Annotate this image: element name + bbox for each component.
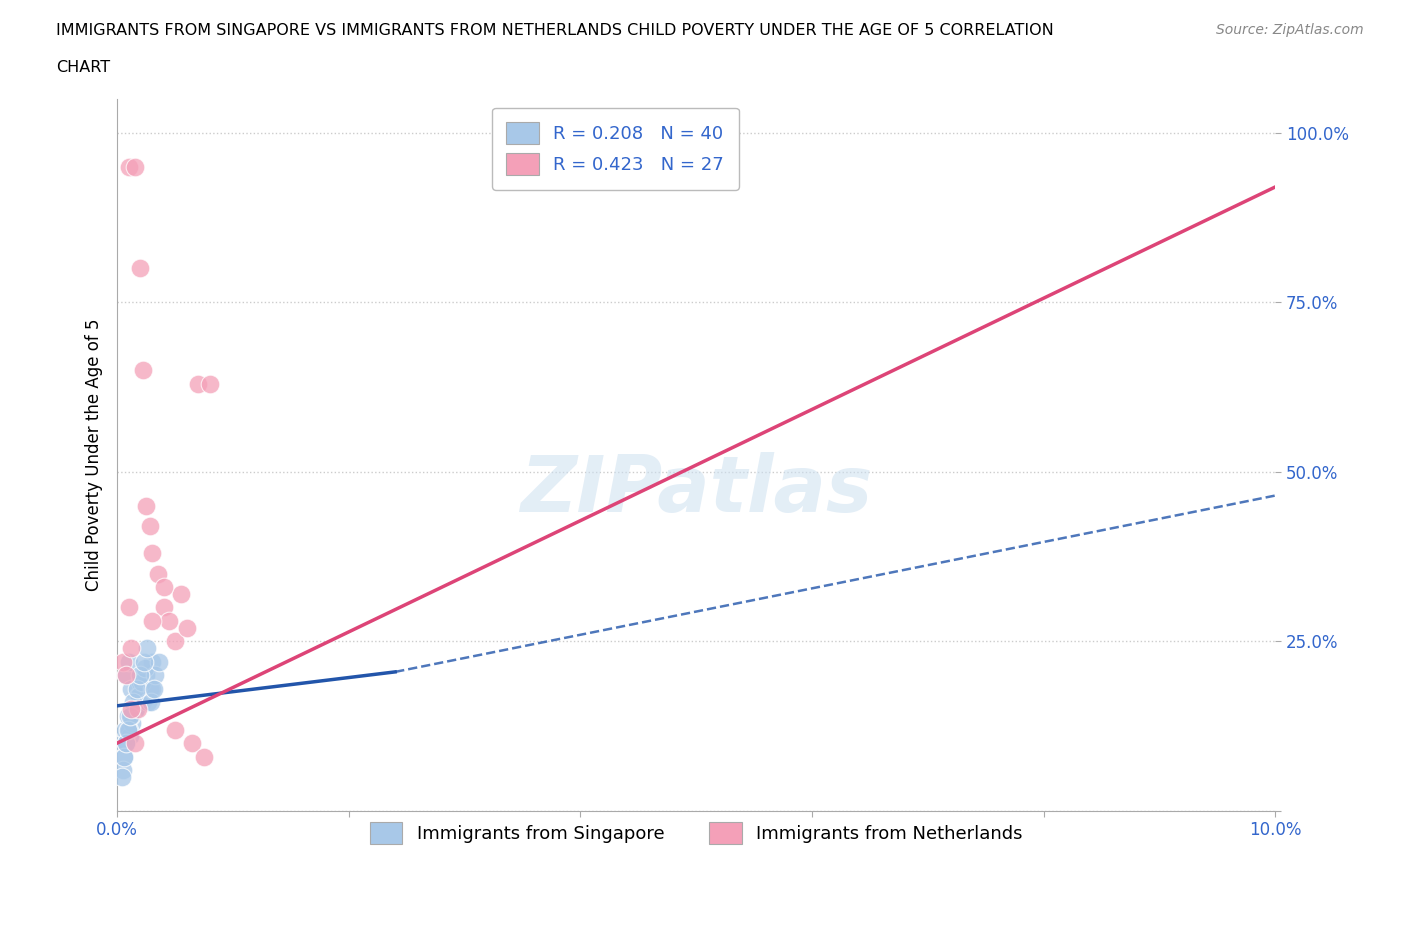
Point [129, 674, 152, 689]
Point [118, 709, 141, 724]
Point [120, 702, 142, 717]
Point [112, 750, 135, 764]
Point [170, 587, 193, 602]
Point [128, 688, 150, 703]
Point [138, 695, 160, 710]
Point [146, 566, 169, 581]
Legend: Immigrants from Singapore, Immigrants from Netherlands: Immigrants from Singapore, Immigrants fr… [356, 808, 1038, 859]
Point [127, 702, 149, 717]
Point [118, 600, 141, 615]
Text: Source: ZipAtlas.com: Source: ZipAtlas.com [1216, 23, 1364, 37]
Point [114, 722, 136, 737]
Point [131, 674, 153, 689]
Text: IMMIGRANTS FROM SINGAPORE VS IMMIGRANTS FROM NETHERLANDS CHILD POVERTY UNDER THE: IMMIGRANTS FROM SINGAPORE VS IMMIGRANTS … [56, 23, 1054, 38]
Point [131, 363, 153, 378]
Point [129, 260, 152, 275]
Point [118, 655, 141, 670]
Point [122, 695, 145, 710]
Point [136, 641, 159, 656]
Point [135, 498, 157, 513]
Point [115, 668, 138, 683]
Point [115, 736, 138, 751]
Point [157, 614, 180, 629]
Point [118, 159, 141, 174]
Point [118, 722, 141, 737]
Point [148, 655, 170, 670]
Point [152, 579, 174, 594]
Point [120, 682, 142, 697]
Point [111, 655, 134, 670]
Point [120, 641, 142, 656]
Point [125, 702, 148, 717]
Point [131, 695, 153, 710]
Point [152, 600, 174, 615]
Point [135, 668, 157, 683]
Text: CHART: CHART [56, 60, 110, 75]
Point [118, 729, 141, 744]
Point [141, 614, 163, 629]
Point [176, 620, 198, 635]
Point [139, 695, 162, 710]
Point [181, 736, 204, 751]
Point [112, 750, 135, 764]
Text: ZIPatlas: ZIPatlas [520, 452, 872, 528]
Point [111, 736, 134, 751]
Point [187, 376, 209, 391]
Point [115, 668, 138, 683]
Point [138, 519, 160, 534]
Point [111, 770, 134, 785]
Point [120, 709, 142, 724]
Point [132, 655, 155, 670]
Point [145, 668, 167, 683]
Point [141, 655, 163, 670]
Point [198, 376, 221, 391]
Point [121, 715, 143, 730]
Point [138, 682, 160, 697]
Point [124, 736, 146, 751]
Point [127, 688, 149, 703]
Point [143, 682, 166, 697]
Point [117, 709, 139, 724]
Point [193, 750, 215, 764]
Y-axis label: Child Poverty Under the Age of 5: Child Poverty Under the Age of 5 [86, 319, 103, 591]
Point [141, 682, 163, 697]
Point [141, 546, 163, 561]
Point [165, 634, 187, 649]
Point [124, 159, 146, 174]
Point [124, 702, 146, 717]
Point [111, 763, 134, 777]
Point [165, 722, 187, 737]
Point [115, 736, 138, 751]
Point [129, 668, 152, 683]
Point [125, 682, 148, 697]
Point [117, 722, 139, 737]
Point [134, 661, 156, 676]
